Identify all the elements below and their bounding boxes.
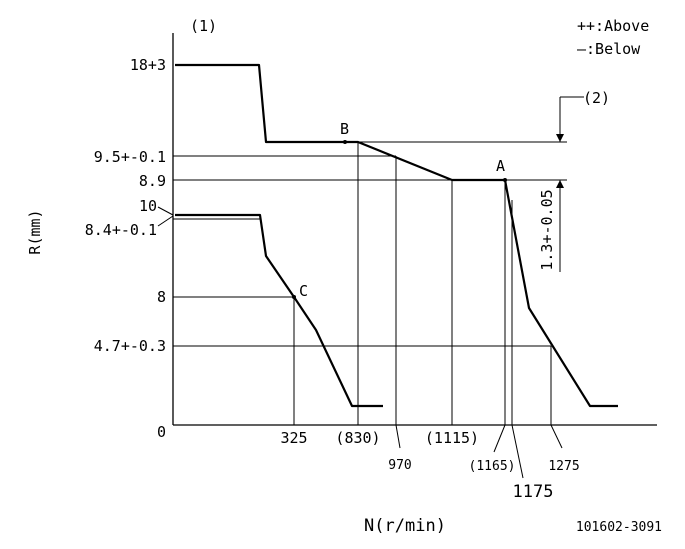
point-c-label: C — [299, 282, 308, 300]
y-tick-8-9: 8.9 — [139, 172, 166, 190]
legend-above: ++:Above — [577, 17, 649, 35]
x-axis-label: N(r/min) — [364, 516, 446, 536]
arrow-down-icon — [556, 134, 564, 142]
point-b-label: B — [340, 120, 349, 138]
leader-1175 — [511, 424, 524, 479]
upper-curve — [175, 63, 618, 408]
leader-1275 — [550, 424, 563, 449]
x-tick-830: (830) — [335, 429, 380, 447]
axes — [172, 33, 657, 426]
point-b-marker — [343, 140, 347, 144]
reference-lines — [157, 96, 584, 479]
note-1: (1) — [190, 17, 217, 35]
arrow-up-icon — [556, 180, 564, 188]
leader-8-4 — [157, 215, 174, 227]
y-tick-18: 18+3 — [130, 56, 166, 74]
point-a-marker — [503, 178, 507, 182]
legend-below: —:Below — [577, 40, 641, 58]
y-tick-0: 0 — [157, 423, 166, 441]
dimension-label: 1.3+-0.05 — [538, 189, 556, 270]
y-tick-4-7: 4.7+-0.3 — [94, 337, 166, 355]
x-tick-325: 325 — [280, 429, 307, 447]
arrowheads — [556, 134, 564, 188]
y-tick-10: 10 — [139, 197, 157, 215]
x-tick-1175: 1175 — [513, 482, 554, 502]
x-tick-1165: (1165) — [469, 459, 516, 474]
point-markers — [292, 140, 507, 299]
point-a-label: A — [496, 157, 505, 175]
y-tick-8: 8 — [157, 288, 166, 306]
y-tick-9-5: 9.5+-0.1 — [94, 148, 166, 166]
y-axis-label: R(mm) — [26, 209, 44, 254]
lower-curve — [175, 213, 383, 408]
point-c-marker — [292, 295, 296, 299]
leader-10 — [157, 206, 174, 216]
x-tick-970: 970 — [388, 458, 411, 473]
y-tick-8-4: 8.4+-0.1 — [85, 221, 157, 239]
x-tick-1275: 1275 — [548, 459, 579, 474]
leader-970 — [395, 424, 401, 449]
diagram-id: 101602-3091 — [576, 520, 662, 535]
note-2: (2) — [583, 89, 610, 107]
x-tick-1115: (1115) — [425, 429, 479, 447]
leader-1165 — [493, 424, 506, 453]
